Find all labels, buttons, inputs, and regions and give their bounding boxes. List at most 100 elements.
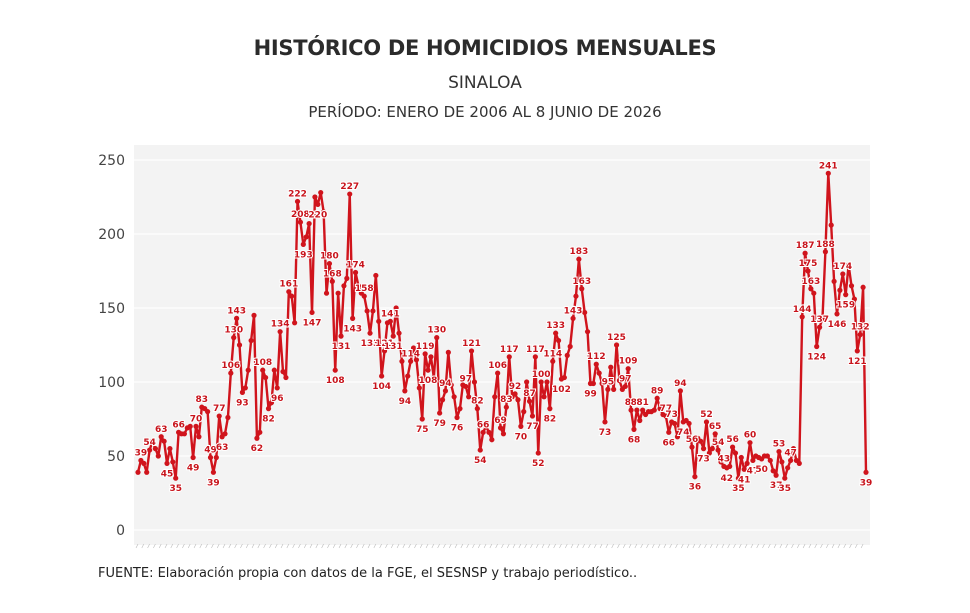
chart-title: HISTÓRICO DE HOMICIDIOS MENSUALES: [253, 36, 717, 60]
data-label: 114: [401, 349, 420, 359]
data-label: 77: [213, 404, 226, 414]
data-point: [773, 472, 779, 478]
x-tick-mark: [634, 543, 638, 549]
data-point: [819, 315, 826, 321]
data-point: [399, 358, 405, 364]
data-point: [355, 283, 362, 289]
x-tick-mark: [454, 543, 458, 549]
y-tick-label: 150: [98, 301, 125, 317]
data-label: 65: [709, 422, 722, 432]
data-label: 82: [471, 397, 484, 407]
data-point: [805, 268, 811, 274]
data-point: [477, 447, 483, 453]
data-point: [727, 463, 733, 469]
data-label: 73: [697, 455, 710, 465]
data-label: 143: [227, 306, 246, 316]
data-label: 241: [819, 161, 838, 171]
x-tick-mark: [419, 543, 423, 549]
x-tick-mark: [820, 543, 823, 549]
x-tick-mark: [373, 543, 377, 549]
data-point: [796, 460, 802, 466]
x-tick-mark: [234, 543, 237, 549]
data-point: [860, 284, 866, 290]
x-tick-mark: [756, 543, 759, 549]
x-tick-mark: [524, 543, 527, 549]
data-label: 106: [221, 361, 240, 371]
data-point: [402, 388, 408, 394]
data-label: 133: [546, 321, 565, 331]
x-tick-mark: [379, 543, 382, 549]
data-point: [529, 413, 536, 419]
data-point: [515, 397, 521, 403]
data-point: [347, 191, 353, 197]
data-point: [524, 379, 530, 385]
data-point: [364, 308, 370, 314]
x-tick-mark: [187, 543, 191, 549]
data-point: [738, 454, 744, 461]
data-point: [555, 337, 562, 344]
data-point: [408, 358, 414, 364]
data-label: 137: [810, 315, 829, 325]
x-tick-mark: [541, 543, 545, 549]
data-point: [750, 457, 756, 464]
data-point: [584, 329, 591, 335]
data-point: [837, 287, 843, 293]
data-point: [822, 249, 828, 255]
data-label: 94: [439, 379, 452, 389]
data-label: 161: [279, 280, 298, 290]
data-point: [457, 406, 463, 412]
data-point: [152, 446, 159, 452]
x-tick-mark: [588, 543, 591, 549]
data-point: [416, 385, 422, 391]
chart-subtitle: SINALOA: [448, 73, 522, 93]
data-label: 63: [155, 425, 168, 435]
data-point: [480, 429, 486, 435]
data-point: [271, 367, 277, 373]
x-tick-mark: [408, 543, 411, 549]
x-tick-mark: [390, 543, 394, 549]
data-label: 73: [665, 410, 678, 420]
data-point: [428, 354, 434, 360]
data-point: [437, 410, 443, 416]
data-point: [706, 450, 712, 456]
x-tick-mark: [692, 543, 696, 549]
series-points: [135, 170, 869, 481]
data-point: [431, 374, 437, 381]
data-point: [196, 434, 202, 440]
data-point: [863, 469, 869, 475]
x-tick-mark: [553, 543, 556, 549]
data-label: 37: [770, 481, 783, 491]
x-tick-mark: [855, 543, 858, 549]
data-label: 134: [271, 320, 290, 330]
x-tick-mark: [727, 543, 730, 549]
x-tick-mark: [773, 543, 777, 549]
data-point: [674, 434, 681, 440]
data-point: [729, 444, 736, 450]
data-label: 130: [224, 326, 243, 336]
x-tick-mark: [483, 543, 487, 549]
x-tick-mark: [176, 543, 179, 549]
data-point: [854, 348, 860, 354]
data-point: [503, 404, 509, 410]
data-point: [677, 388, 683, 394]
data-labels: 3954634535664970834939776310613014393621…: [134, 160, 874, 495]
data-point: [344, 275, 350, 281]
data-point: [306, 221, 312, 227]
data-point: [419, 416, 425, 422]
data-point: [605, 386, 611, 392]
x-tick-mark: [681, 543, 684, 549]
data-label: 66: [172, 420, 185, 430]
data-label: 93: [236, 398, 249, 408]
data-point: [141, 460, 147, 466]
data-label: 62: [251, 444, 264, 454]
data-label: 73: [599, 428, 612, 438]
data-label: 96: [271, 394, 284, 404]
x-tick-mark: [826, 543, 829, 549]
data-label: 77: [526, 422, 539, 432]
data-point: [335, 290, 341, 296]
data-label: 83: [196, 395, 209, 405]
data-label: 187: [796, 241, 815, 251]
x-tick-mark: [292, 543, 295, 549]
data-point: [535, 450, 541, 456]
data-point: [448, 382, 454, 388]
